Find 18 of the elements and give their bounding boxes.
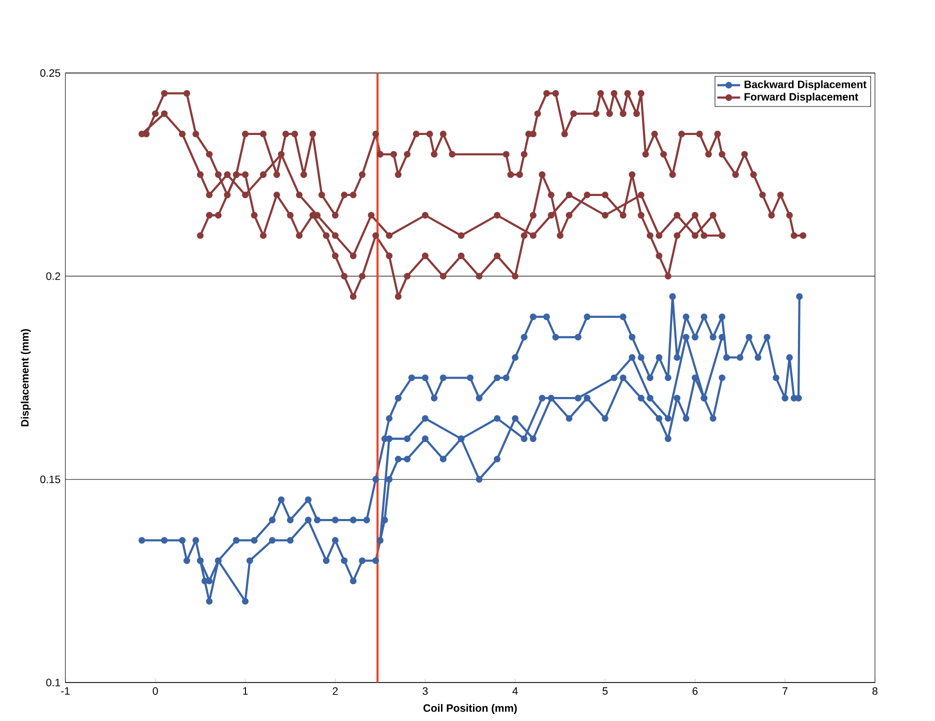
- x-tick-label: 0: [152, 687, 158, 695]
- x-tick-label: -1: [61, 687, 70, 694]
- x-tick-label: 8: [872, 687, 878, 695]
- y-tick-label: 0.25: [40, 69, 60, 77]
- x-tick-label: 4: [512, 687, 518, 694]
- y-axis-title: Displacement (mm): [20, 329, 31, 426]
- y-tick-label: 0.2: [46, 272, 60, 280]
- x-tick-label: 6: [692, 687, 698, 695]
- x-tick-label: 5: [602, 687, 608, 695]
- x-tick-label: 1: [243, 687, 248, 694]
- legend-label: Forward Displacement: [744, 92, 858, 103]
- y-tick-label: 0.1: [46, 678, 60, 686]
- x-tick-label: 2: [332, 687, 338, 695]
- x-tick-label: 7: [782, 687, 788, 694]
- legend-label: Backward Displacement: [744, 80, 867, 90]
- y-tick-label: 0.15: [40, 475, 60, 484]
- x-tick-label: 3: [422, 687, 428, 695]
- x-axis-title: Coil Position (mm): [423, 704, 517, 714]
